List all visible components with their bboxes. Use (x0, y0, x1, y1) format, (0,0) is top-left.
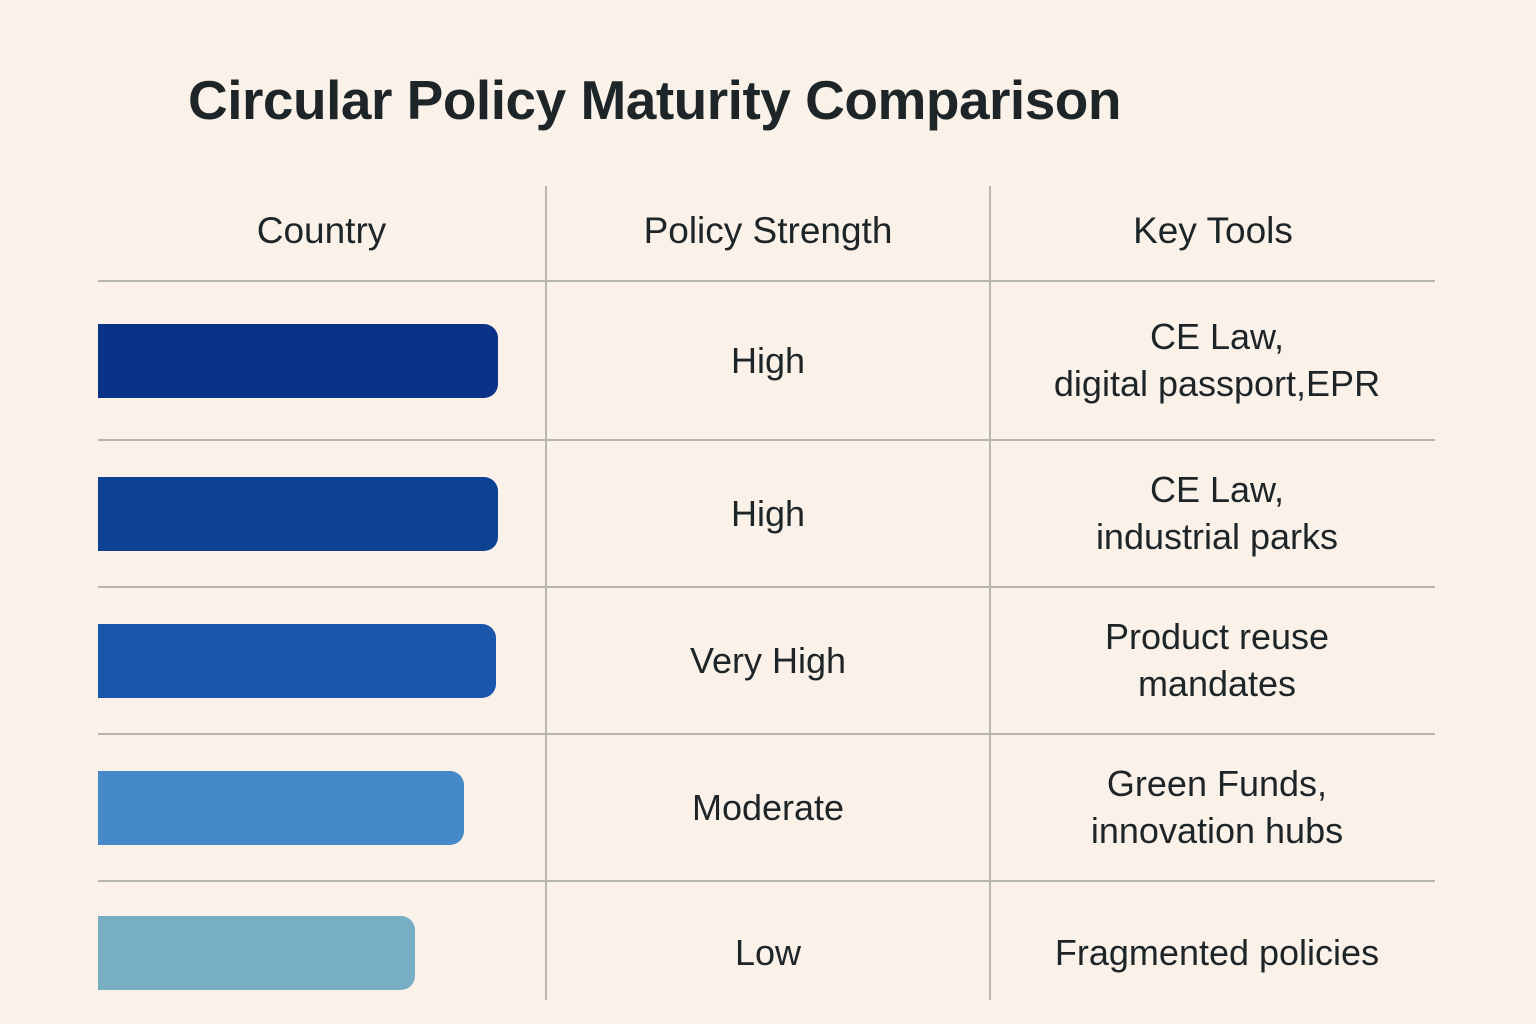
row-divider-3 (98, 733, 1435, 735)
key-tools-cell: Product reuse mandates (989, 588, 1449, 733)
column-divider-2 (989, 186, 991, 1000)
key-tools-cell: CE Law, industrial parks (989, 441, 1449, 586)
country-bar-cell (98, 735, 545, 880)
policy-strength-value: High (730, 339, 806, 381)
row-divider-1 (98, 439, 1435, 441)
country-bar (98, 623, 496, 698)
policy-strength-cell: High (547, 282, 989, 439)
header-divider (98, 280, 1435, 282)
policy-strength-cell: Very High (547, 588, 989, 733)
policy-strength-value: Very High (689, 639, 847, 681)
country-bar-cell (98, 441, 545, 586)
policy-strength-cell: Moderate (547, 735, 989, 880)
country-bar (98, 476, 498, 551)
table-row: Moderate Green Funds, innovation hubs (0, 735, 1536, 880)
country-bar (98, 323, 498, 398)
key-tools-cell: Fragmented policies (989, 882, 1449, 1024)
key-tools-value: Green Funds, innovation hubs (1090, 763, 1344, 851)
country-bar-cell (98, 282, 545, 439)
country-bar-cell (98, 588, 545, 733)
policy-strength-value: Moderate (691, 786, 845, 828)
table-row: High CE Law, digital passport,EPR (0, 282, 1536, 439)
key-tools-value: Product reuse mandates (1104, 616, 1330, 704)
policy-strength-cell: High (547, 441, 989, 586)
policy-strength-value: High (730, 492, 806, 534)
table-row: Low Fragmented policies (0, 882, 1536, 1024)
column-divider-1 (545, 186, 547, 1000)
column-header-policy-strength: Policy Strength (643, 210, 893, 251)
column-header-country: Country (256, 210, 387, 251)
page-title: Circular Policy Maturity Comparison (188, 69, 1122, 131)
table-row: Very High Product reuse mandates (0, 588, 1536, 733)
table-row: High CE Law, industrial parks (0, 441, 1536, 586)
column-header-key-tools: Key Tools (1133, 210, 1293, 251)
row-divider-4 (98, 880, 1435, 882)
key-tools-value: CE Law, industrial parks (1095, 469, 1339, 557)
country-bar-cell (98, 882, 545, 1024)
country-bar (98, 916, 415, 990)
key-tools-value: Fragmented policies (1054, 931, 1380, 973)
row-divider-2 (98, 586, 1435, 588)
policy-strength-cell: Low (547, 882, 989, 1024)
country-bar (98, 770, 464, 845)
key-tools-cell: Green Funds, innovation hubs (989, 735, 1449, 880)
key-tools-value: CE Law, digital passport,EPR (1053, 316, 1381, 404)
policy-strength-value: Low (734, 932, 802, 973)
key-tools-cell: CE Law, digital passport,EPR (989, 282, 1449, 439)
